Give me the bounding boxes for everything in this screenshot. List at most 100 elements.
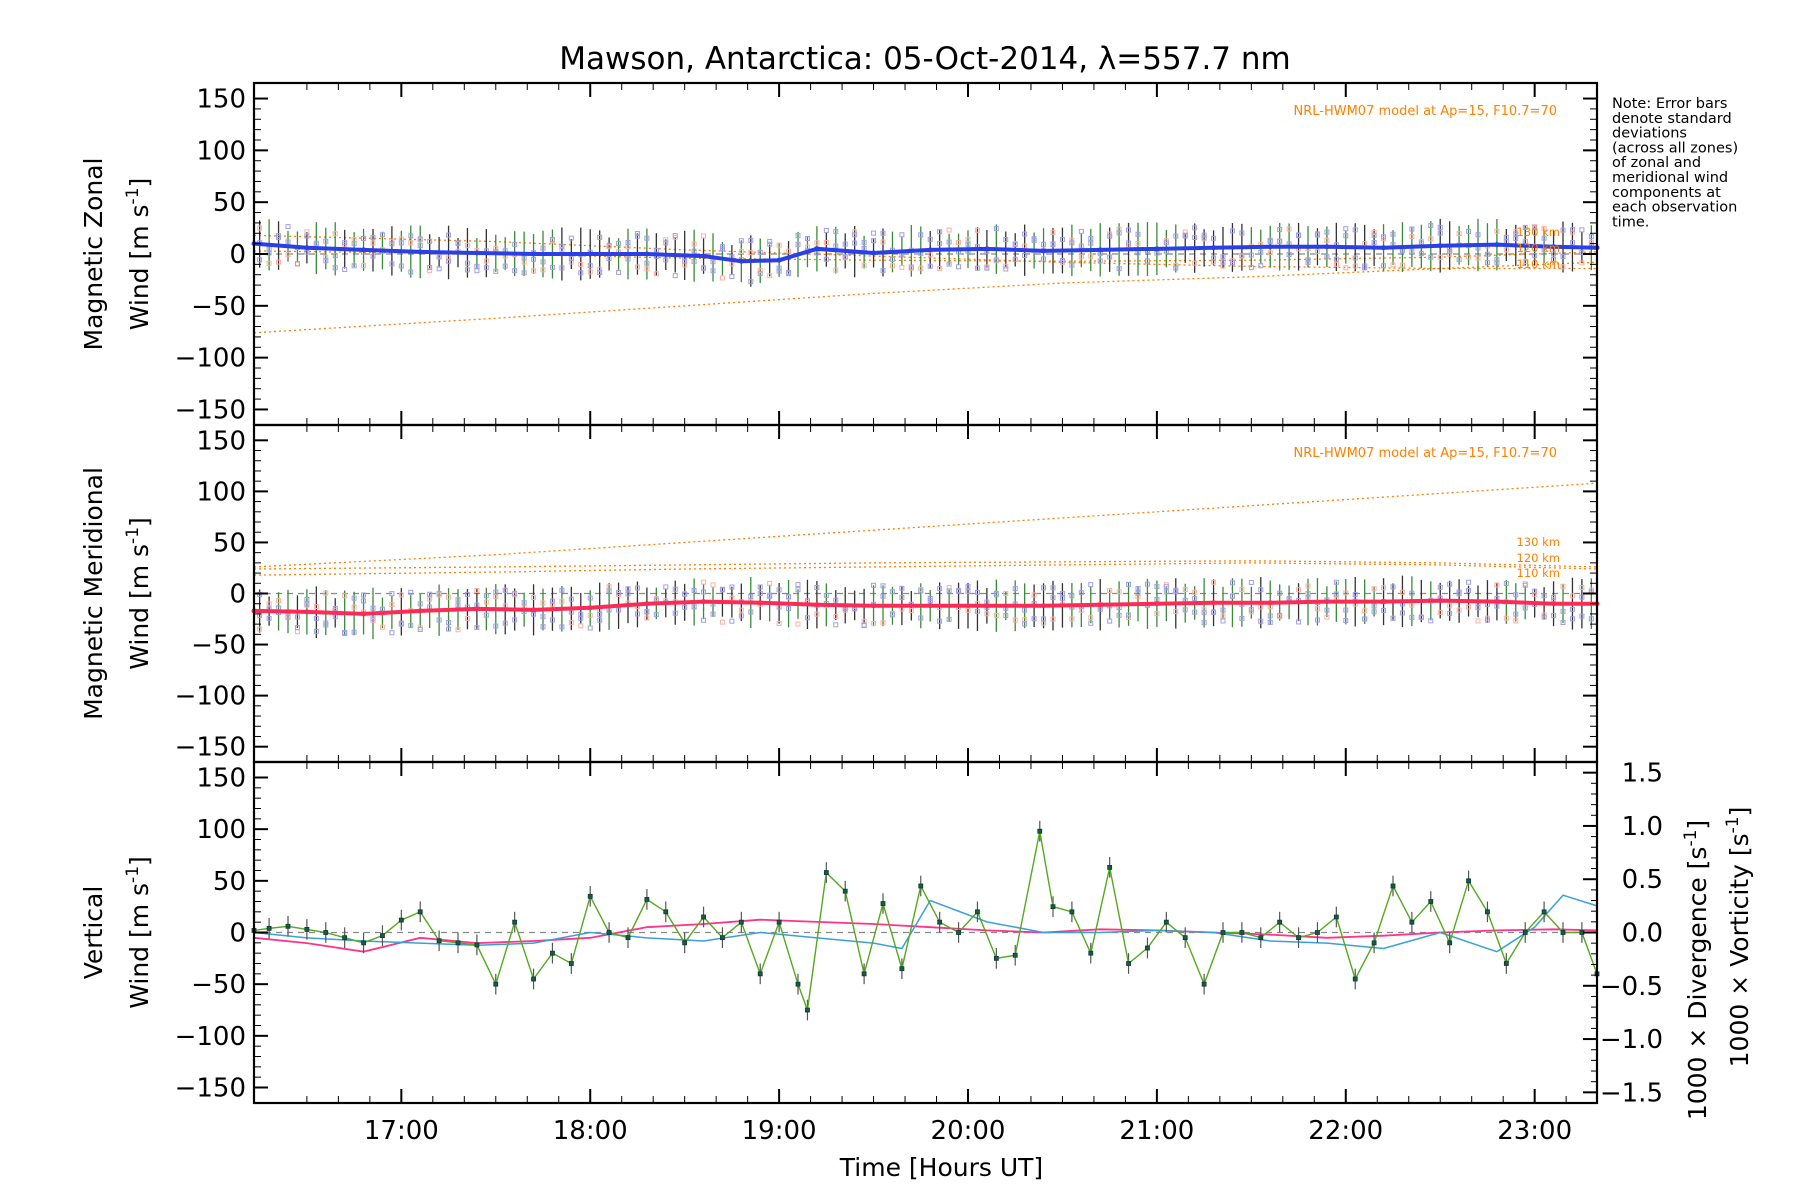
- zone-point: [1126, 612, 1132, 618]
- vertical-wind-point: [1352, 976, 1358, 982]
- zone-point: [1211, 235, 1217, 241]
- zone-point: [974, 265, 980, 271]
- zone-point: [984, 265, 990, 271]
- zone-point: [361, 235, 367, 241]
- zone-point: [1437, 609, 1443, 615]
- zone-point: [1248, 607, 1254, 613]
- x-ticks: [306, 83, 1567, 425]
- zone-point: [1569, 616, 1575, 622]
- zone-point: [587, 269, 593, 275]
- zone-point: [1069, 262, 1075, 268]
- vertical-wind-point: [1447, 940, 1453, 946]
- zone-point: [899, 585, 905, 591]
- zone-point: [1560, 583, 1566, 589]
- zone-point: [540, 245, 546, 251]
- zone-point: [1239, 615, 1245, 621]
- zone-point: [1126, 240, 1132, 246]
- zone-point: [455, 597, 461, 603]
- zone-point: [1437, 584, 1443, 590]
- y-tick-label: 100: [196, 136, 246, 166]
- zone-point: [852, 232, 858, 238]
- zone-point: [342, 266, 348, 272]
- model-label: NRL-HWM07 model at Ap=15, F10.7=70: [1294, 446, 1558, 461]
- vertical-wind-point: [398, 917, 404, 923]
- zone-point: [1494, 582, 1500, 588]
- zone-point: [1022, 621, 1028, 627]
- zone-point: [1088, 253, 1094, 259]
- zone-point: [861, 263, 867, 269]
- zone-point: [776, 242, 782, 248]
- divergence-line: [253, 894, 1598, 953]
- zone-point: [1381, 585, 1387, 591]
- vertical-wind-point: [380, 933, 385, 938]
- zone-point: [1239, 252, 1245, 258]
- y-tick-label: 150: [196, 764, 246, 794]
- zone-point: [1022, 607, 1028, 613]
- zone-points: [257, 223, 1594, 285]
- right-tick-label: 1.0: [1622, 812, 1663, 842]
- zone-point: [1088, 615, 1094, 621]
- zone-point: [786, 606, 792, 612]
- zone-point: [1343, 226, 1349, 232]
- vertical-wind-point: [918, 883, 924, 889]
- vertical-wind-point: [587, 893, 593, 899]
- zone-point: [757, 249, 763, 255]
- note-line: components at: [1612, 185, 1721, 201]
- zone-point: [1579, 594, 1585, 600]
- zone-point: [1409, 590, 1415, 596]
- zone-point: [1522, 605, 1528, 611]
- zone-point: [946, 239, 952, 245]
- series-point-meridional: [644, 601, 650, 607]
- vertical-wind-point: [1485, 909, 1490, 915]
- series-point-meridional: [814, 602, 820, 608]
- divergence-axis-label: 1000 × Divergence [s-1]: [1681, 820, 1712, 1120]
- zone-point: [719, 587, 725, 593]
- zone-point: [1532, 591, 1538, 597]
- zone-point: [1437, 230, 1443, 236]
- y-tick-label: 100: [196, 477, 246, 507]
- zone-point: [389, 630, 395, 636]
- zone-point: [1059, 236, 1065, 242]
- zone-point: [568, 259, 574, 265]
- y-axis-label-line2: Wind [m s-1]: [123, 856, 154, 1009]
- zone-point: [1513, 611, 1519, 617]
- zone-point: [257, 612, 263, 618]
- vertical-wind-point: [975, 909, 980, 915]
- zone-point: [606, 242, 612, 248]
- zone-point: [1173, 589, 1179, 595]
- zone-point: [257, 257, 263, 263]
- zone-point: [1059, 591, 1065, 597]
- y-axis-label-sup: -1: [123, 187, 143, 204]
- series-point-zonal: [927, 247, 933, 253]
- zone-point: [578, 623, 584, 629]
- zone-point: [587, 612, 593, 618]
- zone-point: [672, 586, 678, 592]
- zone-point: [1248, 265, 1254, 271]
- vertical-wind-point: [861, 971, 867, 977]
- zone-point: [804, 236, 810, 242]
- zone-point: [634, 585, 640, 591]
- zone-point: [408, 269, 414, 275]
- vertical-wind-point: [606, 930, 612, 935]
- zone-point: [663, 237, 669, 243]
- zone-point: [1182, 607, 1188, 613]
- zone-point: [1050, 616, 1056, 622]
- zone-point: [1579, 613, 1585, 619]
- x-ticks: [306, 425, 1567, 762]
- zone-point: [1381, 607, 1387, 613]
- zone-point: [729, 584, 735, 590]
- zone-point: [1362, 263, 1368, 269]
- zone-point: [266, 250, 272, 256]
- y-tick-label: 0: [229, 919, 246, 949]
- zone-point: [691, 241, 697, 247]
- zone-point: [1390, 262, 1396, 268]
- zone-point: [1069, 240, 1075, 246]
- zone-point: [1107, 618, 1113, 624]
- zone-point: [880, 239, 886, 245]
- zone-point: [285, 239, 291, 245]
- zone-point: [1390, 584, 1396, 590]
- zone-point: [597, 270, 603, 276]
- zone-point: [1154, 611, 1160, 617]
- zone-point: [578, 270, 584, 276]
- x-tick-label: 19:00: [742, 1116, 817, 1146]
